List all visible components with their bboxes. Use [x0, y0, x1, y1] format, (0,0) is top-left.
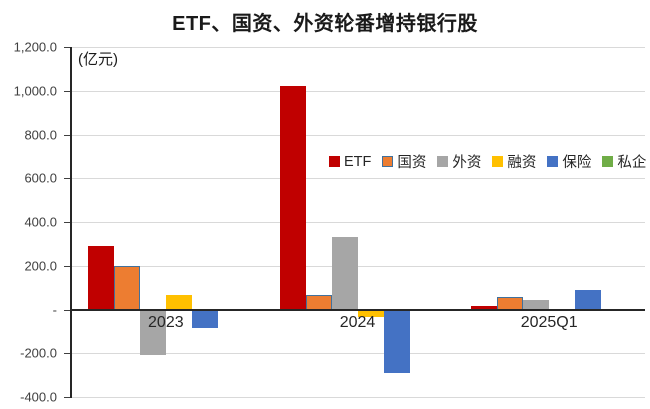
- category-label-2024: 2024: [339, 313, 376, 331]
- legend-swatch-icon: [437, 156, 449, 167]
- bar-ETF-2024: [279, 86, 306, 310]
- legend-swatch-icon: [602, 156, 614, 167]
- y-tick-mark: [64, 353, 70, 355]
- bar-融资-2023: [165, 295, 192, 310]
- legend-item-外资: 外资: [437, 151, 481, 172]
- legend-label: 外资: [452, 155, 482, 171]
- y-tick-mark: [64, 90, 70, 92]
- gridline: [70, 47, 645, 48]
- legend-item-保险: 保险: [547, 151, 591, 172]
- y-tick-label: 200.0: [24, 258, 57, 274]
- y-tick-label: 400.0: [24, 214, 57, 230]
- category-label-2023: 2023: [148, 313, 184, 331]
- y-tick-mark: [64, 178, 70, 180]
- legend-swatch-icon: [329, 156, 340, 167]
- gridline: [70, 134, 645, 136]
- y-tick-label: -: [52, 302, 57, 317]
- gridline: [70, 222, 645, 223]
- legend-label: 国资: [397, 155, 427, 171]
- legend-item-ETF: ETF: [329, 154, 371, 170]
- legend-item-国资: 国资: [382, 151, 426, 172]
- bar-外资-2023: [139, 309, 166, 356]
- legend-swatch-icon: [547, 156, 559, 167]
- bar-保险-2025Q1: [575, 289, 602, 310]
- bar-ETF-2023: [87, 246, 114, 310]
- y-tick-label: -200.0: [20, 345, 57, 361]
- gridline: [70, 90, 645, 92]
- y-tick-label: 1,200.0: [13, 39, 57, 55]
- bar-融资-2024: [357, 309, 384, 318]
- y-tick-label: 800.0: [24, 127, 57, 142]
- y-tick-mark: [64, 47, 70, 48]
- y-tick-mark: [64, 309, 70, 311]
- chart-title: ETF、国资、外资轮番增持银行股: [172, 13, 478, 35]
- gridline: [70, 397, 645, 398]
- y-axis-line: [70, 47, 72, 398]
- bar-外资-2024: [331, 237, 358, 310]
- legend: ETF 国资 外资 融资 保险 私企: [329, 151, 646, 172]
- legend-label: 保险: [562, 155, 592, 171]
- legend-swatch-icon: [492, 156, 504, 167]
- legend-item-私企: 私企: [602, 151, 646, 172]
- bar-保险-2024: [383, 309, 410, 373]
- y-tick-mark: [64, 397, 70, 398]
- y-tick-label: 1,000.0: [13, 83, 57, 99]
- y-tick-mark: [64, 222, 70, 223]
- bar-外资-2025Q1: [523, 299, 550, 310]
- bar-保险-2023: [191, 309, 218, 329]
- legend-swatch-icon: [382, 156, 394, 167]
- bar-国资-2024: [305, 295, 332, 310]
- y-tick-label: 600.0: [24, 170, 57, 186]
- legend-label: 私企: [617, 155, 647, 171]
- y-axis-unit-label: (亿元): [78, 51, 118, 68]
- gridline: [70, 178, 645, 180]
- legend-label: ETF: [344, 153, 372, 170]
- y-tick-mark: [64, 265, 70, 267]
- x-axis-zero-line: [70, 308, 645, 311]
- legend-label: 融资: [507, 155, 537, 171]
- category-label-2025Q1: 2025Q1: [520, 313, 578, 331]
- plot-area: 1,200.0 1,000.0 800.0 600.0 400.0 200.0 - -200.…: [14, 40, 645, 405]
- bar-国资-2023: [113, 265, 140, 310]
- y-tick-mark: [64, 134, 70, 136]
- y-tick-label: -400.0: [20, 389, 57, 405]
- gridline: [70, 353, 645, 355]
- gridline: [70, 265, 645, 267]
- legend-item-融资: 融资: [492, 151, 536, 172]
- bar-ETF-2025Q1: [471, 306, 498, 310]
